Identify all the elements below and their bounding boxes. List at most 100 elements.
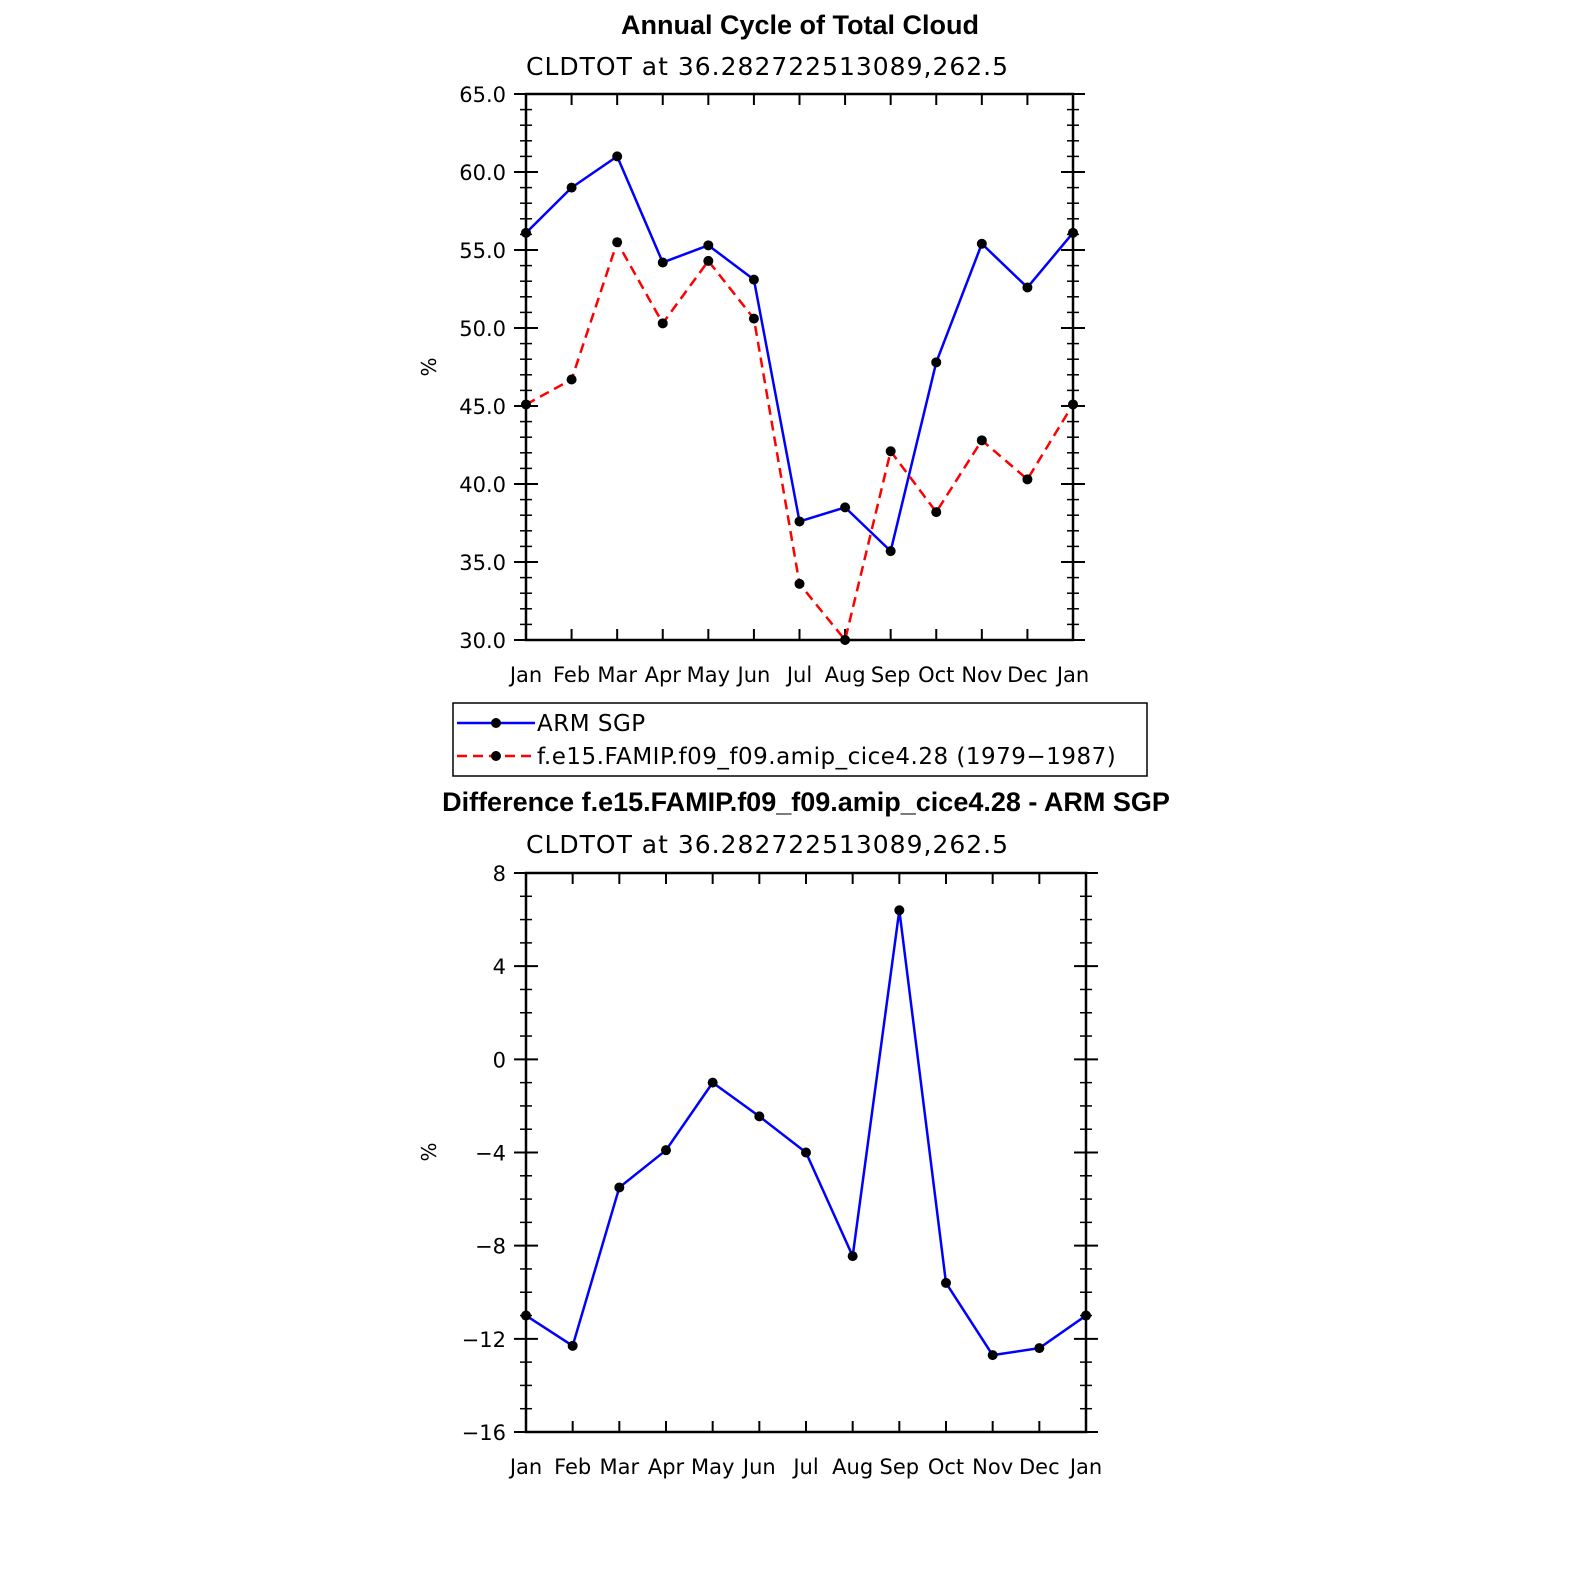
x-tick-label: Jan: [508, 1455, 542, 1479]
y-axis-label: %: [417, 1142, 441, 1161]
y-axis-label: %: [417, 357, 441, 376]
y-tick-label: −4: [475, 1142, 506, 1166]
difference-chart: Difference f.e15.FAMIP.f09_f09.amip_cice…: [417, 787, 1170, 1479]
y-tick-label: 0: [493, 1048, 506, 1072]
cloud-series-1-point: [521, 399, 531, 410]
cloud-frame: [524, 92, 1075, 642]
legend-marker-arm-sgp: [491, 718, 501, 728]
y-tick-label: −12: [462, 1328, 506, 1352]
y-tick-label: 35.0: [459, 551, 506, 575]
cloud-series-0-point: [885, 546, 896, 557]
x-tick-label: May: [691, 1455, 734, 1479]
cloud-series-0-point: [566, 182, 577, 193]
x-tick-label: Dec: [1019, 1455, 1060, 1479]
chart-title: Annual Cycle of Total Cloud: [621, 10, 979, 40]
cloud-series-0-point: [1068, 227, 1078, 238]
x-tick-label: Jul: [791, 1455, 818, 1479]
diff-series-0-point: [754, 1111, 765, 1122]
cloud-series-1-point: [794, 578, 805, 589]
cloud-series-1-point: [840, 635, 851, 645]
plot-area: [521, 905, 1091, 1361]
cloud-series-0-point: [1022, 282, 1033, 293]
chart-title: Difference f.e15.FAMIP.f09_f09.amip_cice…: [442, 787, 1170, 817]
x-tick-label: Mar: [600, 1455, 640, 1479]
x-tick-label: Dec: [1007, 663, 1048, 687]
diff-series-0-point: [801, 1147, 811, 1158]
x-tick-label: Feb: [554, 1455, 591, 1479]
cloud-series-1-point: [748, 313, 759, 324]
x-tick-label: Mar: [597, 663, 637, 687]
cloud-series-0-point: [840, 502, 851, 513]
cloud-series-0-point: [703, 240, 714, 251]
cloud-series-0-point: [748, 274, 759, 285]
diff-series-0-point: [1081, 1310, 1091, 1321]
y-tick-label: 50.0: [459, 317, 506, 341]
legend-marker-model: [491, 751, 501, 761]
diff-series-line-0: [525, 909, 1087, 1357]
x-tick-label: Oct: [928, 1455, 964, 1479]
x-tick-label: Sep: [880, 1455, 920, 1479]
x-tick-label: Apr: [648, 1455, 685, 1479]
y-tick-label: 55.0: [459, 239, 506, 263]
cloud-series-1-point: [976, 435, 987, 446]
cloud-series-1-point: [931, 507, 942, 518]
cloud-series-1-point: [566, 374, 577, 385]
cloud-series-0-point: [612, 151, 623, 162]
x-tick-label: Oct: [918, 663, 954, 687]
y-tick-label: 60.0: [459, 161, 506, 185]
cloud-series-0-point: [794, 516, 805, 527]
cloud-series-1-point: [612, 237, 623, 248]
x-tick-label: Jan: [1055, 663, 1089, 687]
cloud-series-1-point: [885, 446, 896, 457]
legend-box: [452, 702, 1148, 777]
chart-subtitle: CLDTOT at 36.282722513089,262.5: [526, 52, 1009, 81]
y-tick-label: 65.0: [459, 83, 506, 107]
x-tick-label: Jun: [741, 1455, 776, 1479]
legend: ARM SGP f.e15.FAMIP.f09_f09.amip_cice4.2…: [452, 702, 1148, 777]
cloud-series-line-0: [525, 155, 1074, 553]
y-tick-label: 45.0: [459, 395, 506, 419]
x-tick-label: May: [687, 663, 730, 687]
cloud-series-1-point: [1022, 474, 1033, 485]
y-tick-label: −16: [462, 1421, 506, 1445]
diff-series-0-point: [567, 1340, 578, 1351]
y-tick-label: 8: [493, 862, 506, 886]
x-tick-label: Aug: [832, 1455, 873, 1479]
diff-series-0-point: [941, 1277, 951, 1288]
diff-series-0-point: [1034, 1343, 1045, 1354]
legend-label-model: f.e15.FAMIP.f09_f09.amip_cice4.28 (1979−…: [537, 744, 1116, 770]
x-tick-label: Jan: [1068, 1455, 1102, 1479]
cloud-series-0-point: [976, 238, 987, 249]
legend-label-arm-sgp: ARM SGP: [537, 711, 646, 737]
cloud-series-1-point: [703, 255, 714, 266]
x-tick-label: Jan: [508, 663, 542, 687]
cloud-series-1-point: [657, 318, 668, 329]
x-tick-label: Jun: [736, 663, 771, 687]
diff-series-0-point: [661, 1145, 671, 1156]
diff-series-0-point: [894, 905, 905, 916]
diff-series-0-point: [707, 1077, 718, 1088]
x-tick-label: Nov: [972, 1455, 1013, 1479]
x-tick-label: Nov: [961, 663, 1002, 687]
cloud-series-1-point: [1068, 399, 1078, 410]
cloud-series-0-point: [931, 357, 942, 368]
x-tick-label: Apr: [645, 663, 682, 687]
axes: Jan Feb Mar Apr May Jun Jul Aug Sep Oct Nov Dec Jan3…: [459, 83, 1089, 687]
diff-series-0-point: [521, 1310, 531, 1321]
chart-subtitle: CLDTOT at 36.282722513089,262.5: [526, 830, 1009, 859]
y-tick-label: −8: [475, 1235, 506, 1259]
axes: Jan Feb Mar Apr May Jun Jul Aug Sep Oct Nov Dec Jan−…: [462, 862, 1103, 1479]
x-tick-label: Sep: [871, 663, 911, 687]
x-tick-label: Jul: [785, 663, 812, 687]
x-tick-label: Feb: [553, 663, 590, 687]
annual-cycle-chart: Annual Cycle of Total Cloud CLDTOT at 36…: [417, 10, 1089, 687]
cloud-series-0-point: [521, 227, 531, 238]
y-tick-label: 4: [493, 955, 506, 979]
diff-series-0-point: [614, 1182, 625, 1193]
y-tick-label: 40.0: [459, 473, 506, 497]
y-tick-label: 30.0: [459, 629, 506, 653]
cloud-series-0-point: [657, 257, 668, 268]
diff-series-0-point: [847, 1251, 858, 1262]
x-tick-label: Aug: [825, 663, 866, 687]
